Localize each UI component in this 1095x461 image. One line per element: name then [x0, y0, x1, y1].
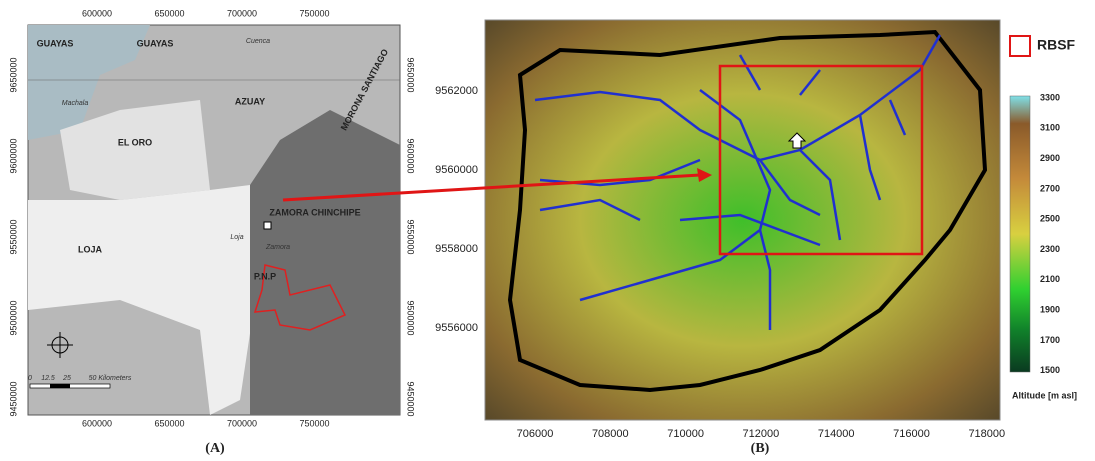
- y-tick-label: 9560000: [435, 164, 478, 176]
- x-tick-label: 750000: [299, 418, 329, 428]
- x-tick-label: 712000: [743, 428, 780, 440]
- y-tick-label: 9500000: [8, 300, 18, 335]
- x-tick-label: 700000: [227, 418, 257, 428]
- colorbar-tick-label: 1700: [1040, 335, 1060, 345]
- y-tick-label: 9650000: [406, 57, 416, 92]
- y-tick-label: 9600000: [8, 138, 18, 173]
- scale-label: 0: [28, 375, 32, 382]
- x-tick-label: 708000: [592, 428, 629, 440]
- city-label: Loja: [230, 234, 243, 241]
- region-label: LOJA: [78, 244, 103, 254]
- region-label: AZUAY: [235, 96, 265, 106]
- x-tick-label: 714000: [818, 428, 855, 440]
- x-tick-label: 650000: [154, 8, 184, 18]
- city-label: Machala: [62, 100, 89, 107]
- x-tick-label: 750000: [299, 8, 329, 18]
- x-tick-label: 600000: [82, 418, 112, 428]
- x-tick-label: 718000: [968, 428, 1005, 440]
- colorbar: [1009, 95, 1031, 373]
- colorbar-tick-label: 3100: [1040, 123, 1060, 133]
- y-tick-label: 9450000: [406, 381, 416, 416]
- x-tick-label: 700000: [227, 8, 257, 18]
- arrow: [282, 173, 701, 202]
- y-tick-label: 9500000: [406, 300, 416, 335]
- y-tick-label: 9550000: [8, 219, 18, 254]
- y-tick-label: 9550000: [406, 219, 416, 254]
- x-tick-label: 650000: [154, 418, 184, 428]
- arrow-head: [697, 168, 712, 182]
- region-label: GUAYAS: [37, 38, 74, 48]
- region-label: P.N.P: [254, 271, 276, 281]
- legend-label: RBSF: [1037, 37, 1076, 53]
- scale-label: 25: [62, 375, 71, 382]
- colorbar-tick-label: 2700: [1040, 183, 1060, 193]
- y-tick-label: 9556000: [435, 322, 478, 334]
- x-tick-label: 706000: [517, 428, 554, 440]
- panel-label: (A): [205, 441, 225, 456]
- y-tick-label: 9450000: [8, 381, 18, 416]
- y-tick-label: 9600000: [406, 138, 416, 173]
- region-label: EL ORO: [118, 137, 152, 147]
- x-tick-label: 716000: [893, 428, 930, 440]
- colorbar-tick-label: 2100: [1040, 274, 1060, 284]
- city-label: Zamora: [265, 244, 290, 251]
- city-label: Cuenca: [246, 38, 270, 45]
- colorbar-tick-label: 3300: [1040, 92, 1060, 102]
- scale-label: 50 Kilometers: [89, 375, 132, 382]
- colorbar-tick-label: 2900: [1040, 153, 1060, 163]
- y-tick-label: 9650000: [8, 57, 18, 92]
- colorbar-tick-label: 2500: [1040, 214, 1060, 224]
- legend-swatch: [1009, 35, 1031, 57]
- colorbar-tick-label: 1900: [1040, 304, 1060, 314]
- panel-label: (B): [751, 441, 770, 456]
- region-label: ZAMORA CHINCHIPE: [269, 207, 360, 217]
- panel-a-map: [27, 24, 401, 416]
- y-tick-label: 9558000: [435, 243, 478, 255]
- panel-b-map: [484, 19, 1001, 421]
- x-tick-label: 710000: [667, 428, 704, 440]
- x-tick-label: 600000: [82, 8, 112, 18]
- region-label: GUAYAS: [137, 38, 174, 48]
- colorbar-tick-label: 1500: [1040, 365, 1060, 375]
- scale-label: 12.5: [41, 375, 55, 382]
- y-tick-label: 9562000: [435, 85, 478, 97]
- colorbar-tick-label: 2300: [1040, 244, 1060, 254]
- colorbar-title: Altitude [m asl]: [1012, 390, 1077, 400]
